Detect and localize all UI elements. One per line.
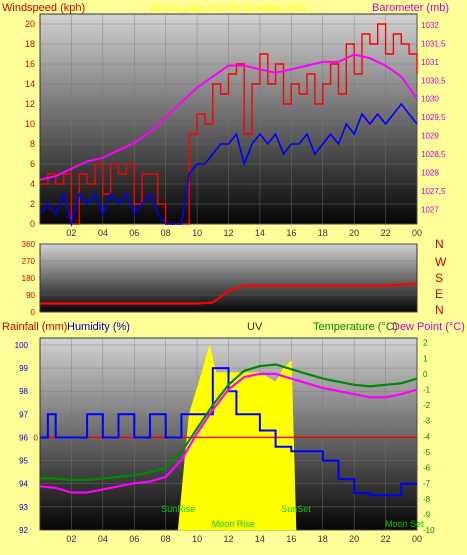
wind-x-tick-label: 14 [255,228,265,238]
dir-label-w: W [435,255,447,269]
rainfall-axis-label: Rainfall (mm) [2,321,68,333]
temperature-tick-label: -7 [423,479,431,488]
temp-x-tick-label: 08 [161,534,171,544]
direction-tick-label: 180 [22,274,36,283]
temperature-tick-label: -1 [423,386,431,395]
wind-direction-line [40,282,418,305]
barometer-tick-label: 1027,5 [421,187,446,196]
wind-tick-label: 20 [25,19,35,29]
humidity-tick-label: 93 [19,503,28,512]
direction-tick-label: 90 [26,291,35,300]
dewpoint-axis-label: Dew Point (°C) [392,321,465,333]
humidity-axis-label: Humidity (%) [67,321,130,333]
sunset-label: SunSet [281,504,311,514]
temperature-tick-label: -5 [423,448,431,457]
wind-x-tick-label: 10 [192,228,202,238]
temp-x-tick-label: 20 [349,534,359,544]
barometer-tick-label: 1032 [421,21,439,30]
barometer-tick-label: 1030 [421,95,439,104]
wind-tick-label: 10 [25,119,35,129]
wind-x-tick-label: 12 [223,228,233,238]
dir-label-s: S [435,271,444,285]
barometer-tick-label: 1028,5 [421,150,446,159]
direction-tick-label: 360 [22,240,36,249]
temperature-tick-label: -4 [423,432,431,441]
wind-tick-label: 4 [30,179,35,189]
temp-x-tick-label: 16 [286,534,296,544]
temp-x-tick-label: 22 [381,534,391,544]
wind-tick-label: 12 [25,99,35,109]
barometer-tick-label: 1029,5 [421,113,446,122]
wind-average-line [39,102,418,228]
temperature-tick-label: -8 [423,495,431,504]
humidity-tick-label: 96 [19,433,28,442]
humidity-tick-label: 94 [19,480,28,489]
temp-x-tick-label: 00 [412,534,422,544]
wind-x-tick-label: 08 [161,228,171,238]
barometer-tick-label: 1029 [421,132,439,141]
barometer-tick-label: 1030,5 [421,76,446,85]
temp-x-tick-label: 12 [223,534,233,544]
moonrise-label: Moon Rise [212,519,255,529]
wind-x-tick-label: 20 [349,228,359,238]
temperature-tick-label: -6 [423,464,431,473]
wind-tick-label: 18 [25,39,35,49]
wind-x-tick-label: 18 [318,228,328,238]
wind-tick-label: 16 [25,59,35,69]
temperature-tick-label: -9 [423,510,431,519]
wind-tick-label: 2 [30,199,35,209]
humidity-tick-label: 99 [19,364,28,373]
temp-x-tick-label: 02 [66,534,76,544]
temp-x-tick-label: 04 [98,534,108,544]
humidity-tick-label: 95 [19,457,28,466]
humidity-tick-label: 100 [15,341,29,350]
wind-tick-label: 14 [25,79,35,89]
temperature-line [40,363,418,482]
wind-x-tick-label: 00 [412,228,422,238]
direction-tick-label: 270 [22,257,36,266]
barometer-tick-label: 1031 [421,58,439,67]
wind-x-tick-label: 16 [286,228,296,238]
wind-gust-line [40,23,418,225]
wind-x-tick-label: 06 [129,228,139,238]
wind-x-tick-label: 22 [381,228,391,238]
temp-x-tick-label: 14 [255,534,265,544]
wind-axis-label: Windspeed (kph) [2,2,86,14]
rainfall-tick-label: 0 [34,433,39,442]
temperature-axis-label: Temperature (°C) [313,321,398,333]
direction-tick-label: 0 [31,308,36,317]
barometer-tick-label: 1031,5 [421,39,446,48]
humidity-tick-label: 98 [19,387,28,396]
dir-label-n-top: N [435,237,444,251]
temperature-tick-label: 0 [423,370,428,379]
dir-label-e: E [435,287,444,301]
barometer-line [39,53,418,181]
moonset-label: Moon Set [385,519,424,529]
temp-x-tick-label: 10 [192,534,202,544]
barometer-tick-label: 1028 [421,168,439,177]
barometer-tick-label: 1027 [421,205,439,214]
wind-x-tick-label: 02 [66,228,76,238]
wind-x-tick-label: 04 [98,228,108,238]
humidity-tick-label: 92 [19,526,28,535]
barometer-axis-label: Barometer (mb) [372,2,450,14]
wind-tick-label: 0 [30,219,35,229]
graph-title: 24 hour graph from 06 December 2016 [150,3,306,13]
dir-label-n-bottom: N [435,303,444,317]
humidity-tick-label: 97 [19,410,28,419]
temperature-tick-label: -10 [423,526,435,535]
temperature-tick-label: -2 [423,401,431,410]
temperature-tick-label: 1 [423,354,428,363]
uv-axis-label: UV [247,321,263,333]
temp-x-tick-label: 18 [318,534,328,544]
dewpoint-line [39,372,418,494]
temp-x-tick-label: 06 [129,534,139,544]
wind-tick-label: 6 [30,159,35,169]
humidity-line [40,367,417,497]
wind-tick-label: 8 [30,139,35,149]
temperature-tick-label: 2 [423,339,428,348]
temperature-tick-label: -3 [423,417,431,426]
sunrise-label: SunRise [161,504,195,514]
